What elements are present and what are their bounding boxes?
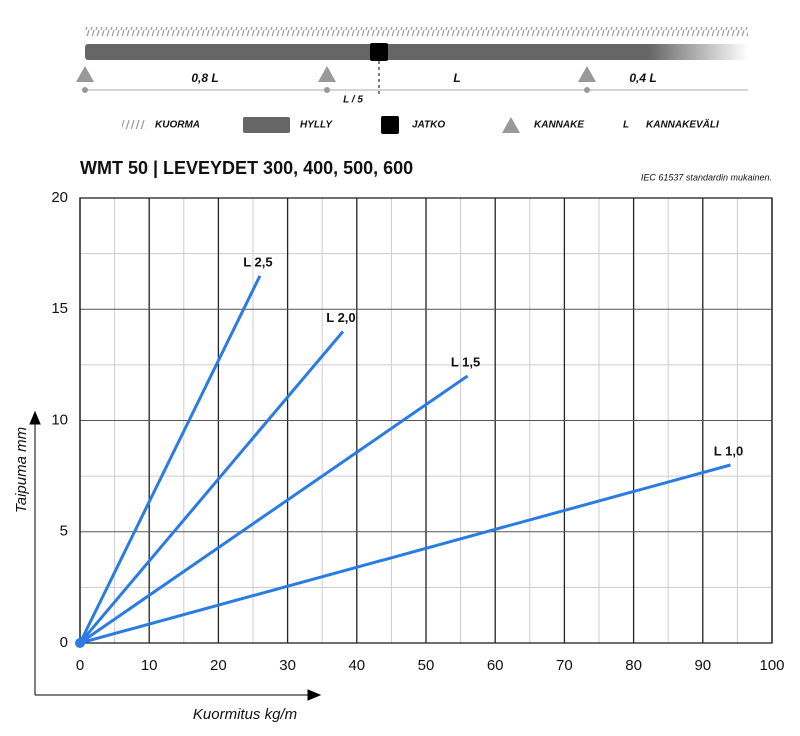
span-label: L <box>453 71 460 85</box>
y-tick-label: 20 <box>51 189 68 206</box>
x-tick-label: 30 <box>279 657 296 674</box>
y-tick-label: 10 <box>51 411 68 428</box>
x-tick-label: 90 <box>694 657 711 674</box>
legend-label: KANNAKE <box>534 120 584 131</box>
x-axis-label: Kuormitus kg/m <box>193 706 297 723</box>
chart-title: WMT 50 | LEVEYDET 300, 400, 500, 600 <box>80 158 413 178</box>
legend-label: KANNAKEVÄLI <box>646 118 719 131</box>
series-line <box>78 330 345 644</box>
y-tick-label: 15 <box>51 300 68 317</box>
x-tick-label: 100 <box>759 657 784 674</box>
diagram-legend: KUORMA HYLLY JATKO KANNAKE L KANNAKEVÄLI <box>122 116 719 134</box>
x-tick-label: 80 <box>625 657 642 674</box>
span-label: 0,4 L <box>629 71 656 85</box>
series-label: L 2,5 <box>243 254 272 269</box>
y-axis-label: Taipuma mm <box>13 427 30 513</box>
x-tick-label: 10 <box>141 657 158 674</box>
legend-symbol <box>122 120 146 129</box>
x-tick-label: 60 <box>487 657 504 674</box>
series-line <box>79 374 469 645</box>
load-hatch <box>85 27 748 36</box>
legend-key: L <box>623 120 629 131</box>
series-line <box>78 275 262 644</box>
series-label: L 1,5 <box>451 354 480 369</box>
series-label: L 2,0 <box>326 310 355 325</box>
legend-symbol <box>243 117 290 133</box>
legend-symbol <box>502 117 520 133</box>
x-tick-label: 40 <box>348 657 365 674</box>
legend-label: JATKO <box>412 120 445 131</box>
joint <box>370 43 388 61</box>
plot: 0 10 20 30 40 50 60 70 80 90 100 0 5 10 15 20 L 2,5 L 2,0… <box>51 189 784 674</box>
x-tick-label: 0 <box>76 657 84 674</box>
x-tick-label: 20 <box>210 657 227 674</box>
plot-border <box>79 197 773 644</box>
span-label: 0,8 L <box>191 71 218 85</box>
origin-dot <box>75 638 85 648</box>
x-tick-label: 70 <box>556 657 573 674</box>
shelf-bar <box>85 44 748 60</box>
legend-label: KUORMA <box>155 120 200 131</box>
legend-symbol <box>381 116 399 134</box>
series-label: L 1,0 <box>714 443 743 458</box>
legend-label: HYLLY <box>300 120 333 131</box>
series-line <box>79 463 731 645</box>
x-tick-label: 50 <box>418 657 435 674</box>
joint-offset: L / 5 <box>343 95 363 106</box>
supports <box>76 66 596 93</box>
y-tick-label: 5 <box>60 523 68 540</box>
axis-arrows <box>29 410 322 701</box>
chart-note: IEC 61537 standardin mukainen. <box>641 172 772 182</box>
y-tick-label: 0 <box>60 634 68 651</box>
shelf-diagram: 0,8 L L 0,4 L L / 5 <box>76 27 748 106</box>
